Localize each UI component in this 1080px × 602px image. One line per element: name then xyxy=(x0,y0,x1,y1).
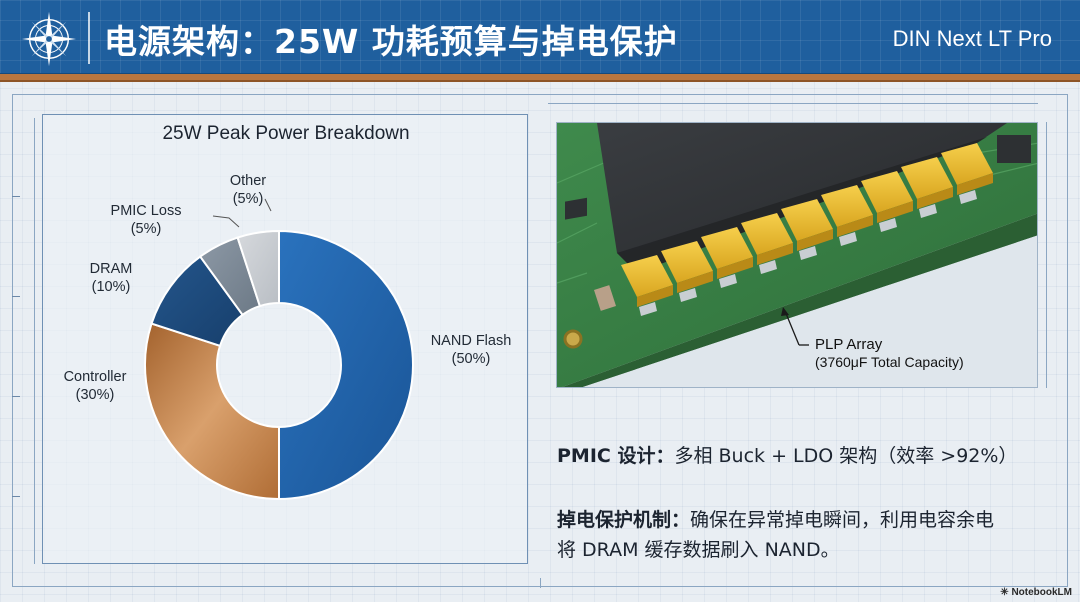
tick-mark xyxy=(12,396,20,397)
pmic-design-label: PMIC 设计： xyxy=(557,445,675,467)
callout-leader-line xyxy=(784,310,800,346)
brand-label: DIN Next LT Pro xyxy=(892,26,1052,51)
slice-label-value: (5%) xyxy=(233,191,264,207)
page-title: 电源架构：25W 功耗预算与掉电保护 xyxy=(104,22,678,61)
slice-label-value: (10%) xyxy=(92,279,131,295)
watermark-icon: ✳ xyxy=(1000,587,1012,598)
tick-mark xyxy=(12,496,20,497)
donut-slice-nand-flash xyxy=(278,229,414,501)
pcb-illustration: PLP Array (3760μF Total Capacity) xyxy=(557,123,1037,387)
capacitor xyxy=(901,157,953,218)
tick-mark xyxy=(12,196,20,197)
pmic-design-line: PMIC 设计：多相 Buck + LDO 架构（效率 >92%） xyxy=(557,442,1017,470)
dimension-line-left xyxy=(34,118,35,564)
callout-title: PLP Array xyxy=(815,336,883,353)
header-divider xyxy=(88,12,90,64)
chart-title: 25W Peak Power Breakdown xyxy=(162,123,410,144)
plp-mechanism-line-1: 掉电保护机制：确保在异常掉电瞬间，利用电容余电 xyxy=(557,506,994,534)
capacitor xyxy=(741,213,793,274)
watermark-text: NotebookLM xyxy=(1011,587,1072,598)
power-breakdown-chart-panel: 25W Peak Power Breakdown NAND Flash (50%)… xyxy=(42,114,528,564)
slice-label-name: NAND Flash xyxy=(431,333,512,349)
donut-slice-other xyxy=(236,229,280,308)
slice-label-value: (5%) xyxy=(131,221,162,237)
capacitor xyxy=(941,143,993,204)
header-accent-stripe xyxy=(0,74,1080,82)
capacitor xyxy=(661,241,713,302)
capacitor xyxy=(701,227,753,288)
dimension-line-photo-top xyxy=(548,103,1038,104)
slice-label-name: DRAM xyxy=(90,261,133,277)
pmic-design-body: 多相 Buck + LDO 架构（效率 >92%） xyxy=(674,445,1018,467)
donut-slice-controller xyxy=(144,322,280,501)
slice-label-name: Controller xyxy=(64,369,127,385)
slice-label-name: PMIC Loss xyxy=(111,203,182,219)
dimension-line-bottom-right xyxy=(540,578,541,588)
plp-mechanism-label: 掉电保护机制： xyxy=(557,509,691,531)
slice-leader-line xyxy=(212,215,240,228)
slice-leader-line xyxy=(264,198,272,212)
plp-mechanism-body-1: 确保在异常掉电瞬间，利用电容余电 xyxy=(690,509,995,531)
frame-line-right xyxy=(1067,94,1068,586)
frame-line-top xyxy=(12,94,1068,95)
tick-mark xyxy=(12,296,20,297)
plp-mechanism-body-2: 将 DRAM 缓存数据刷入 NAND。 xyxy=(557,539,840,561)
slice-label-name: Other xyxy=(230,173,266,189)
capacitor xyxy=(621,255,673,316)
compass-rose-icon xyxy=(21,11,77,67)
slice-label-value: (50%) xyxy=(452,351,491,367)
donut-chart: NAND Flash (50%) Controller (30%) DRAM (10%) P… xyxy=(64,173,512,501)
slice-label-value: (30%) xyxy=(76,387,115,403)
capacitor xyxy=(781,199,833,260)
plp-array-photo: PLP Array (3760μF Total Capacity) xyxy=(556,122,1038,388)
capacitor xyxy=(861,171,913,232)
frame-line-left xyxy=(12,94,13,586)
callout-subtitle: (3760μF Total Capacity) xyxy=(815,354,964,370)
small-capacitor xyxy=(593,285,617,311)
dimension-line-photo-right xyxy=(1046,122,1047,388)
header-bar: 电源架构：25W 功耗预算与掉电保护 DIN Next LT Pro xyxy=(0,0,1080,74)
watermark: ✳ NotebookLM xyxy=(1000,587,1072,598)
capacitor xyxy=(821,185,873,246)
plp-mechanism-line-2: 将 DRAM 缓存数据刷入 NAND。 xyxy=(557,536,840,564)
